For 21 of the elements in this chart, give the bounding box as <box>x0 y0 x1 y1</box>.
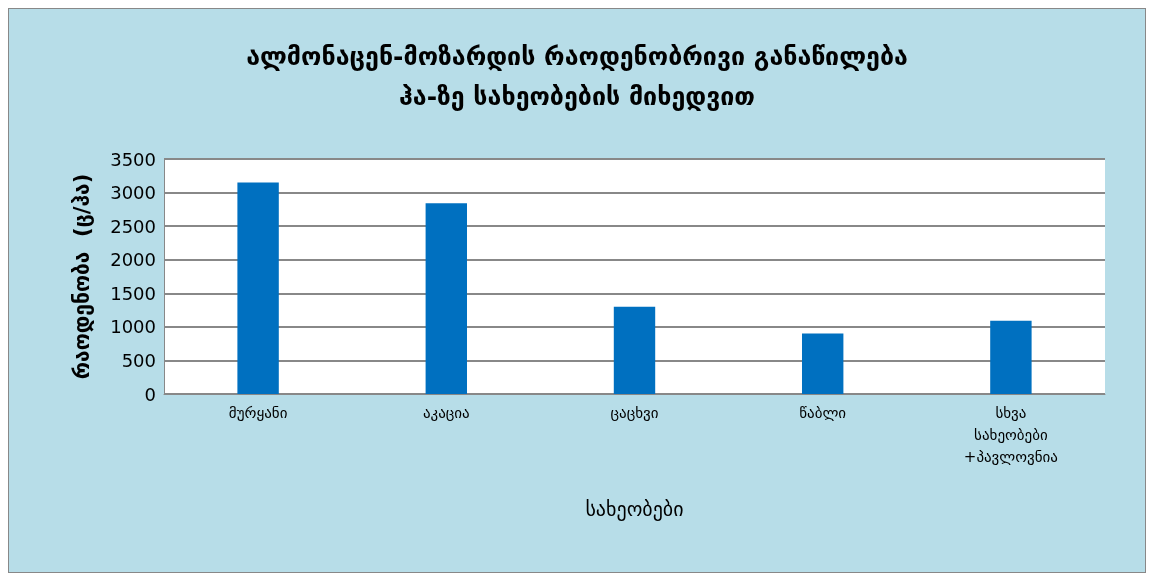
y-tick-label: 2000 <box>110 249 156 271</box>
chart-title: ალმონაცენ-მოზარდის რაოდენობრივი განაწილება ჰა-ზე სახეობების მიხედვით <box>246 41 908 111</box>
y-tick-label: 1500 <box>110 282 156 304</box>
x-tick-label: წაბლი <box>799 404 847 422</box>
x-tick-label: მურყანი <box>228 404 288 422</box>
x-tick-label: სხვა სახეობები +პავლოვნია <box>963 404 1058 466</box>
y-axis-title: რაოდენობა (ც/ჰა) <box>69 173 94 380</box>
bar <box>613 306 656 394</box>
bar <box>425 203 467 394</box>
x-tick-label: აკაცია <box>422 404 470 422</box>
bar <box>237 182 279 394</box>
y-tick-label: 1000 <box>110 316 156 338</box>
y-tick-label: 0 <box>144 383 156 405</box>
x-tick-label: ცაცხვი <box>610 404 659 422</box>
y-tick-label: 500 <box>121 349 156 371</box>
bar <box>802 333 844 394</box>
x-axis-title: სახეობები <box>585 497 684 521</box>
y-tick-label: 3000 <box>110 182 156 204</box>
y-tick-label: 3500 <box>110 148 156 170</box>
bar <box>990 320 1032 394</box>
y-tick-label: 2500 <box>110 215 156 237</box>
